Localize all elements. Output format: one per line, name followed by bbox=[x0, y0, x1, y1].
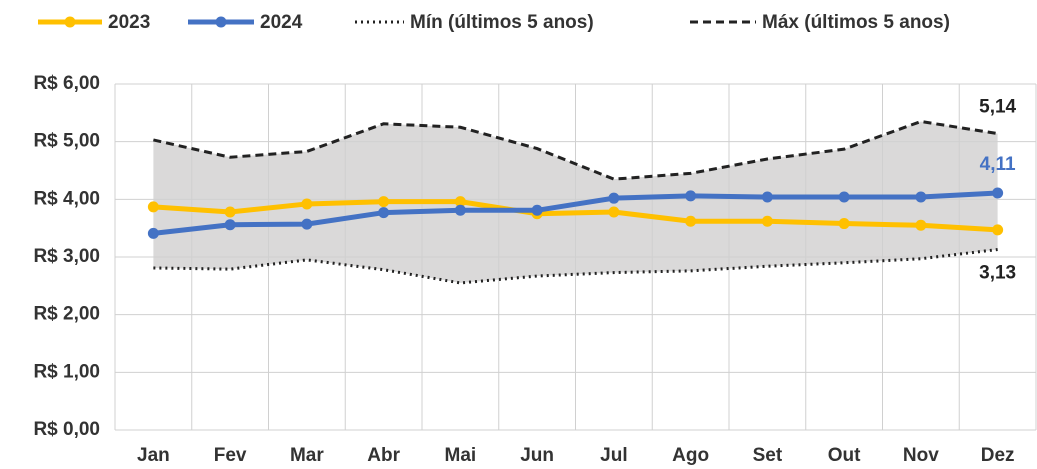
point bbox=[224, 219, 236, 231]
series-line bbox=[153, 199, 998, 233]
x-tick-label: Mar bbox=[290, 445, 324, 466]
x-tick-label: Mai bbox=[445, 445, 477, 466]
point bbox=[992, 224, 1004, 236]
point bbox=[301, 218, 313, 230]
legend-label: Mín (últimos 5 anos) bbox=[410, 12, 594, 33]
point bbox=[915, 219, 927, 231]
x-tick-label: Out bbox=[828, 445, 861, 466]
value-label: 4,11 bbox=[980, 154, 1016, 175]
x-tick-label: Jun bbox=[520, 445, 554, 466]
legend-label: 2024 bbox=[260, 12, 303, 33]
point bbox=[531, 204, 543, 216]
point bbox=[838, 191, 850, 203]
legend-label: Máx (últimos 5 anos) bbox=[762, 12, 950, 33]
point bbox=[378, 196, 390, 208]
x-tick-label: Dez bbox=[981, 445, 1015, 466]
y-tick-label: R$ 2,00 bbox=[33, 304, 100, 325]
value-label: 3,13 bbox=[979, 263, 1016, 284]
legend-marker bbox=[215, 16, 227, 28]
point bbox=[685, 190, 697, 202]
point bbox=[915, 191, 927, 203]
point bbox=[761, 191, 773, 203]
legend-marker bbox=[64, 16, 76, 28]
y-tick-label: R$ 6,00 bbox=[33, 73, 100, 94]
x-tick-label: Jan bbox=[137, 445, 170, 466]
point bbox=[147, 201, 159, 213]
y-tick-label: R$ 4,00 bbox=[33, 188, 100, 209]
point bbox=[378, 207, 390, 219]
y-tick-label: R$ 3,00 bbox=[33, 246, 100, 267]
point bbox=[608, 206, 620, 218]
y-tick-label: R$ 5,00 bbox=[33, 131, 100, 152]
y-tick-label: R$ 1,00 bbox=[33, 361, 100, 382]
point bbox=[301, 198, 313, 210]
point bbox=[454, 196, 466, 208]
series-line bbox=[153, 190, 998, 236]
point bbox=[224, 206, 236, 218]
x-tick-label: Set bbox=[753, 445, 783, 466]
point bbox=[608, 192, 620, 204]
point bbox=[454, 204, 466, 216]
point bbox=[838, 218, 850, 230]
point bbox=[761, 215, 773, 227]
point bbox=[685, 215, 697, 227]
point bbox=[147, 227, 159, 239]
point bbox=[992, 187, 1004, 199]
x-tick-label: Ago bbox=[672, 445, 709, 466]
x-tick-label: Nov bbox=[903, 445, 939, 466]
x-tick-label: Abr bbox=[367, 445, 400, 466]
x-tick-label: Fev bbox=[214, 445, 247, 466]
value-label: 5,14 bbox=[979, 97, 1016, 118]
series-line bbox=[153, 119, 998, 181]
legend-label: 2023 bbox=[108, 12, 150, 33]
x-tick-label: Jul bbox=[600, 445, 627, 466]
y-tick-label: R$ 0,00 bbox=[33, 419, 100, 440]
